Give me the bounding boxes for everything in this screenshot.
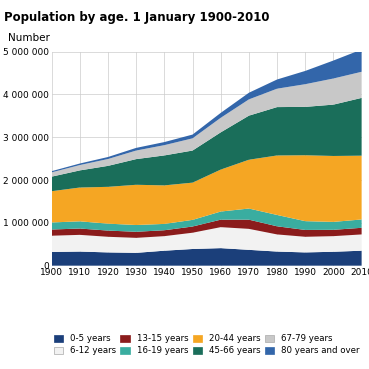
Legend: 0-5 years, 6-12 years, 13-15 years, 16-19 years, 20-44 years, 45-66 years, 67-79: 0-5 years, 6-12 years, 13-15 years, 16-1… (54, 334, 360, 355)
Text: Number: Number (8, 33, 50, 43)
Text: Population by age. 1 January 1900-2010: Population by age. 1 January 1900-2010 (4, 11, 269, 24)
